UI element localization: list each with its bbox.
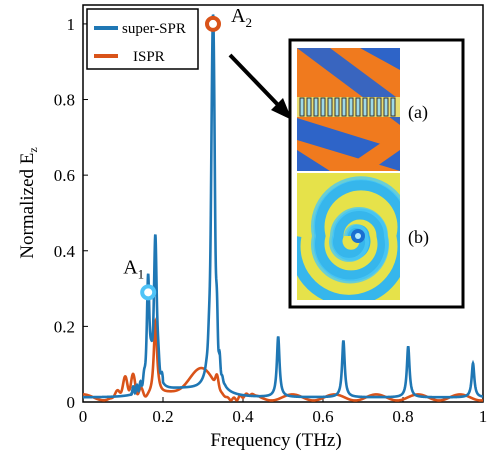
inset-panel-b-image xyxy=(297,173,400,300)
x-axis-title: Frequency (THz) xyxy=(210,430,341,451)
x-tick-label: 0.8 xyxy=(392,407,413,426)
plot-frame xyxy=(82,4,484,403)
marker-a2 xyxy=(205,15,221,32)
inset-panel-a-image xyxy=(297,48,400,171)
y-axis-title-sub: z xyxy=(26,147,40,152)
y-tick-label: 0.6 xyxy=(54,166,75,185)
x-axis: 0 0.2 0.4 0.6 0.8 1 xyxy=(79,397,488,426)
legend: super-SPR ISPR xyxy=(86,8,199,70)
marker-label-a2: A2 xyxy=(231,5,252,30)
marker-a1 xyxy=(140,284,157,301)
y-tick-label: 0.2 xyxy=(54,317,75,336)
x-tick-label: 1 xyxy=(479,407,488,426)
series-line-super-spr xyxy=(83,14,483,399)
inset-panel-a-label: (a) xyxy=(408,102,428,123)
x-tick-label: 0 xyxy=(79,407,88,426)
y-tick-label: 0.4 xyxy=(54,242,76,261)
legend-label-super-spr: super-SPR xyxy=(122,21,186,37)
inset-panel-b-label: (b) xyxy=(408,227,429,248)
x-tick-label: 0.6 xyxy=(312,407,333,426)
y-axis-title-main: Normalized E xyxy=(17,153,38,259)
y-tick-label: 1 xyxy=(67,15,76,34)
y-axis: 0 0.2 0.4 0.6 0.8 1 xyxy=(54,15,88,412)
arrow-annotation xyxy=(228,53,292,120)
x-tick-label: 0.4 xyxy=(232,407,254,426)
inset: (a) (b) xyxy=(288,38,465,309)
marker-label-a1: A1 xyxy=(123,256,144,281)
legend-label-ispr: ISPR xyxy=(133,49,165,65)
y-tick-label: 0 xyxy=(67,393,76,412)
y-tick-label: 0.8 xyxy=(54,91,75,110)
legend-box xyxy=(86,8,199,70)
y-axis-title: Normalized Ez xyxy=(17,147,40,258)
x-tick-label: 0.2 xyxy=(152,407,173,426)
